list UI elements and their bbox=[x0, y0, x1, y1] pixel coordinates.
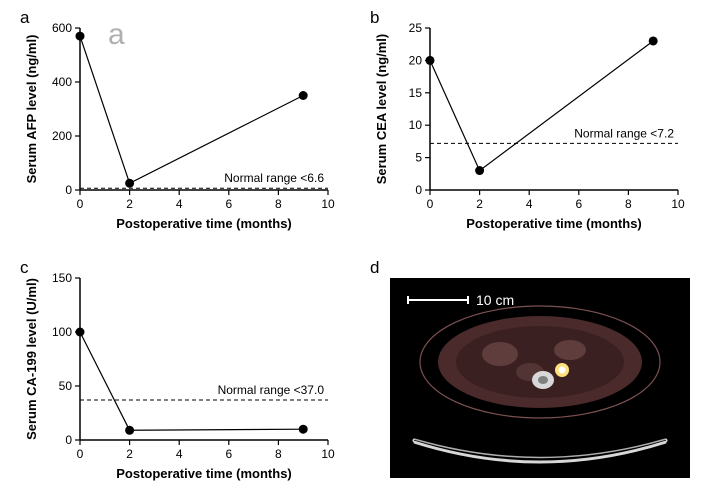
svg-text:Postoperative time (months): Postoperative time (months) bbox=[116, 216, 292, 231]
svg-text:Normal range <7.2: Normal range <7.2 bbox=[574, 126, 674, 140]
svg-text:10: 10 bbox=[671, 197, 685, 211]
svg-text:6: 6 bbox=[225, 447, 232, 461]
svg-text:5: 5 bbox=[415, 151, 422, 165]
panel-d-label: d bbox=[370, 258, 379, 278]
svg-text:0: 0 bbox=[65, 433, 72, 447]
svg-text:50: 50 bbox=[59, 379, 73, 393]
svg-text:100: 100 bbox=[52, 325, 72, 339]
figure-grid: a a 02468100200400600Postoperative time … bbox=[0, 0, 708, 504]
svg-text:0: 0 bbox=[427, 197, 434, 211]
svg-text:Normal range <6.6: Normal range <6.6 bbox=[224, 171, 324, 185]
svg-text:10 cm: 10 cm bbox=[476, 292, 514, 308]
svg-text:0: 0 bbox=[65, 183, 72, 197]
svg-text:6: 6 bbox=[225, 197, 232, 211]
svg-text:2: 2 bbox=[126, 197, 133, 211]
svg-text:150: 150 bbox=[52, 271, 72, 285]
panel-c-chart: 0246810050100150Postoperative time (mont… bbox=[20, 258, 340, 488]
svg-text:4: 4 bbox=[176, 197, 183, 211]
svg-text:0: 0 bbox=[77, 197, 84, 211]
svg-text:6: 6 bbox=[575, 197, 582, 211]
svg-text:400: 400 bbox=[52, 75, 72, 89]
svg-text:200: 200 bbox=[52, 129, 72, 143]
svg-text:8: 8 bbox=[275, 197, 282, 211]
svg-text:Postoperative time (months): Postoperative time (months) bbox=[466, 216, 642, 231]
svg-text:Serum CEA level (ng/ml): Serum CEA level (ng/ml) bbox=[374, 34, 389, 185]
svg-text:4: 4 bbox=[526, 197, 533, 211]
svg-text:2: 2 bbox=[126, 447, 133, 461]
panel-c-label: c bbox=[20, 258, 29, 278]
svg-text:10: 10 bbox=[321, 197, 335, 211]
panel-b: b 0 2 4 6 8 10 0 5 10 15 20 25 Postoperative time (m… bbox=[370, 8, 690, 238]
svg-text:20: 20 bbox=[409, 53, 423, 67]
panel-d: d 10 cm bbox=[370, 258, 690, 488]
svg-text:Postoperative time (months): Postoperative time (months) bbox=[116, 466, 292, 481]
svg-text:10: 10 bbox=[321, 447, 335, 461]
svg-text:0: 0 bbox=[415, 183, 422, 197]
svg-text:Serum CA-199 level (U/ml): Serum CA-199 level (U/ml) bbox=[24, 278, 39, 440]
svg-text:0: 0 bbox=[77, 447, 84, 461]
svg-text:8: 8 bbox=[625, 197, 632, 211]
svg-text:600: 600 bbox=[52, 21, 72, 35]
svg-text:8: 8 bbox=[275, 447, 282, 461]
watermark-letter: a bbox=[108, 18, 125, 52]
svg-text:2: 2 bbox=[476, 197, 483, 211]
panel-a: a 0 2 4 6 8 10 0 200 400 600 Postoperative time (m… bbox=[20, 8, 340, 238]
panel-d-image: 10 cm bbox=[390, 278, 690, 478]
svg-text:Normal range <37.0: Normal range <37.0 bbox=[218, 383, 325, 397]
panel-c: c 0246810050100150Postoperative time (mo… bbox=[20, 258, 340, 488]
panel-a-chart: 0 2 4 6 8 10 0 200 400 600 Postoperative time (mon… bbox=[20, 8, 340, 238]
panel-b-chart: 0 2 4 6 8 10 0 5 10 15 20 25 Postoperative time (mon… bbox=[370, 8, 690, 238]
svg-text:4: 4 bbox=[176, 447, 183, 461]
svg-text:10: 10 bbox=[409, 118, 423, 132]
svg-text:25: 25 bbox=[409, 21, 423, 35]
svg-text:Serum AFP level (ng/ml): Serum AFP level (ng/ml) bbox=[24, 35, 39, 184]
svg-text:15: 15 bbox=[409, 86, 423, 100]
panel-b-label: b bbox=[370, 8, 379, 28]
panel-a-label: a bbox=[20, 8, 29, 28]
